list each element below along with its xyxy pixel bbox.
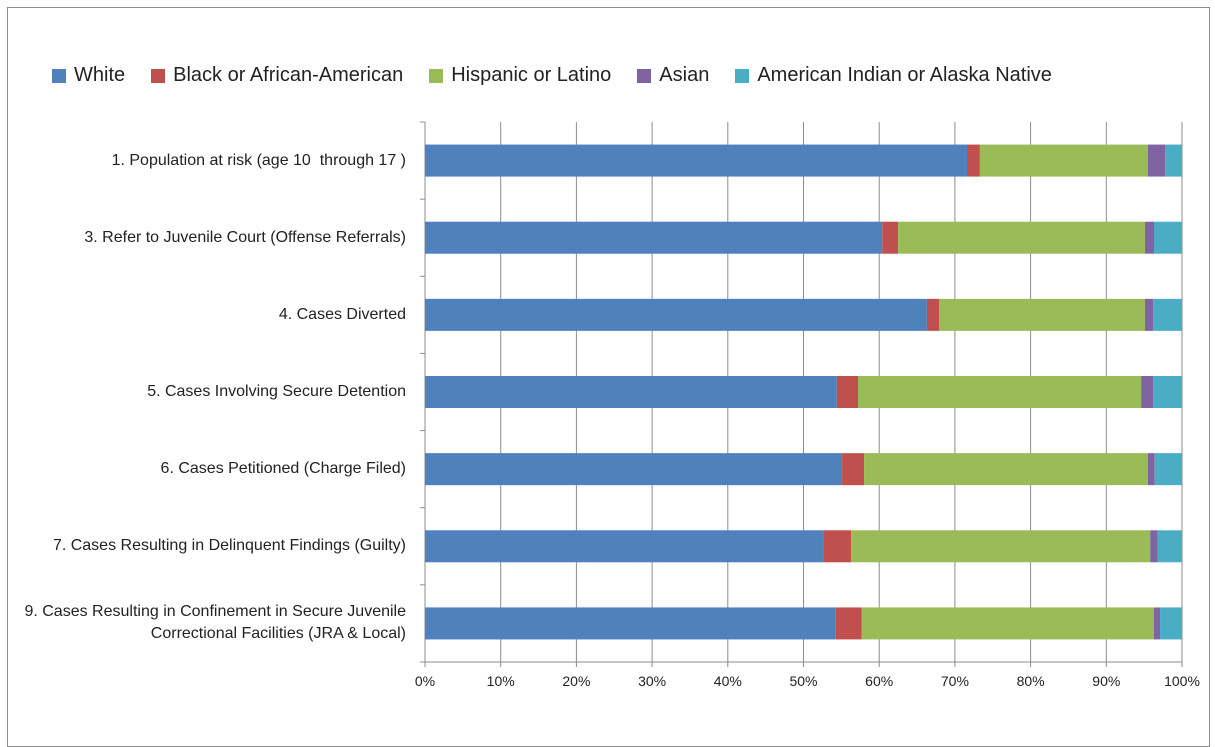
bar-segment bbox=[425, 453, 843, 486]
bar-segment bbox=[979, 144, 1148, 177]
bar-segment bbox=[1154, 453, 1182, 486]
bar-segment bbox=[898, 221, 1145, 254]
bar-segment bbox=[1150, 530, 1158, 563]
legend-item: Hispanic or Latino bbox=[429, 64, 611, 87]
legend-item: Black or African-American bbox=[151, 64, 403, 87]
legend-label: Black or African-American bbox=[173, 64, 404, 86]
x-tick-label: 90% bbox=[1092, 673, 1120, 689]
x-tick-label: 0% bbox=[415, 673, 435, 689]
bar-segment bbox=[1165, 144, 1182, 177]
legend-swatch bbox=[151, 68, 166, 83]
legend-swatch bbox=[429, 68, 444, 83]
legend: White Black or African-American Hispanic o… bbox=[52, 64, 1052, 87]
bar-segment bbox=[939, 298, 1145, 331]
legend-item: White bbox=[52, 64, 125, 87]
legend-item: American Indian or Alaska Native bbox=[735, 64, 1052, 87]
legend-swatch bbox=[52, 68, 66, 83]
x-tick-label: 40% bbox=[714, 673, 742, 689]
bar-segment bbox=[861, 607, 1154, 640]
bar-segment bbox=[425, 298, 927, 331]
legend-item: Asian bbox=[637, 64, 709, 87]
bar-segment bbox=[1141, 376, 1154, 408]
y-tick-label: 4. Cases Diverted bbox=[278, 305, 406, 323]
x-tick-label: 80% bbox=[1017, 673, 1045, 689]
y-tick-label: 6. Cases Petitioned (Charge Filed) bbox=[160, 460, 406, 478]
bar-segment bbox=[835, 607, 862, 640]
x-tick-label: 30% bbox=[638, 673, 666, 689]
bar-segment bbox=[1153, 221, 1182, 254]
bar-segment bbox=[882, 221, 899, 254]
bar-segment bbox=[1153, 298, 1182, 331]
legend-swatch bbox=[637, 68, 652, 83]
bar-segment bbox=[864, 453, 1148, 486]
chart: White Black or African-American Hispanic o… bbox=[7, 7, 1210, 747]
bar-segment bbox=[1144, 298, 1154, 331]
bar-segment bbox=[1147, 144, 1166, 177]
x-tick-label: 20% bbox=[562, 673, 590, 689]
legend-swatch bbox=[735, 68, 750, 83]
bar-segment bbox=[1160, 607, 1182, 640]
y-tick-label: 9. Cases Resulting in Confinement in Sec… bbox=[24, 603, 411, 643]
bar-segment bbox=[425, 530, 824, 563]
bar-segment bbox=[1153, 376, 1182, 408]
legend-label: White bbox=[74, 64, 126, 86]
bar-segment bbox=[842, 453, 865, 486]
bar-segment bbox=[967, 144, 980, 177]
legend-label: American Indian or Alaska Native bbox=[757, 64, 1052, 86]
bar-segment bbox=[1147, 453, 1155, 486]
y-tick-label: 7. Cases Resulting in Delinquent Finding… bbox=[52, 537, 406, 555]
legend-label: Asian bbox=[659, 64, 710, 86]
x-tick-label: 60% bbox=[865, 673, 893, 689]
bar-segment bbox=[926, 298, 940, 331]
legend-label: Hispanic or Latino bbox=[451, 64, 612, 86]
bar-segment bbox=[836, 376, 859, 408]
y-tick-label: 5. Cases Involving Secure Detention bbox=[147, 383, 406, 400]
bar-segment bbox=[851, 530, 1151, 563]
bar-segment bbox=[425, 144, 968, 177]
bar-segment bbox=[425, 221, 883, 254]
x-tick-label: 100% bbox=[1164, 673, 1200, 689]
bar-segment bbox=[1153, 607, 1161, 640]
x-tick-label: 10% bbox=[487, 673, 515, 689]
bar-segment bbox=[858, 376, 1142, 408]
bar-segment bbox=[425, 607, 836, 640]
bar-segment bbox=[1144, 221, 1154, 254]
x-tick-label: 50% bbox=[789, 673, 817, 689]
plot: 0% 10% 20% 30% 40% 50% 60% 70% 80% 90% 100% bbox=[415, 121, 1200, 689]
bar-segment bbox=[823, 530, 852, 563]
y-tick-label: 1. Population at risk (age 10 through 17… bbox=[111, 151, 406, 169]
x-tick-label: 70% bbox=[941, 673, 969, 689]
y-tick-label: 3. Refer to Juvenile Court (Offense Refe… bbox=[84, 228, 406, 246]
bar-segment bbox=[425, 376, 837, 408]
bar-segment bbox=[1157, 530, 1182, 563]
